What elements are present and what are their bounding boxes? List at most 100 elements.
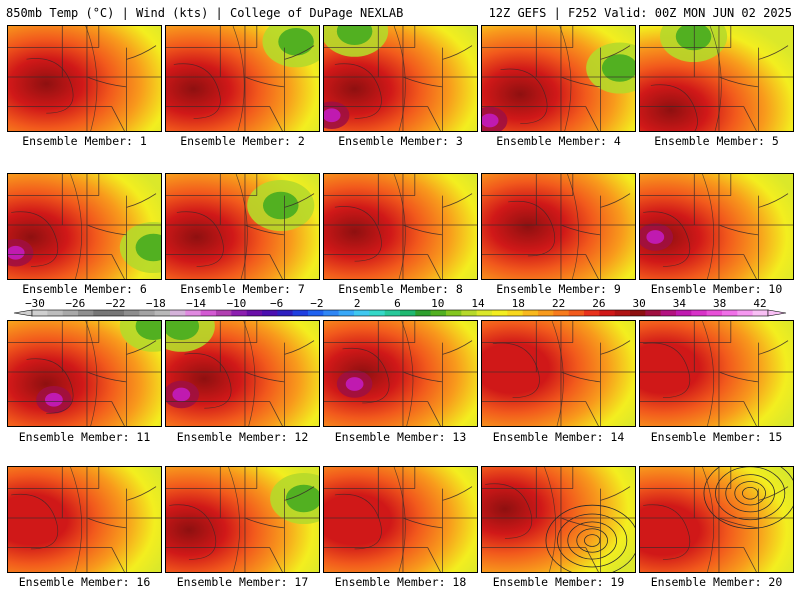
colorbar-segment — [47, 310, 63, 316]
colorbar-tick-label: 14 — [471, 297, 485, 310]
ensemble-member-label: Ensemble Member: 16 — [18, 575, 151, 589]
colorbar-segment — [430, 310, 447, 316]
ensemble-member-map — [639, 25, 794, 132]
ensemble-member-label: Ensemble Member: 11 — [18, 430, 151, 444]
colorbar-segment — [292, 310, 309, 316]
colorbar-tick-label: 26 — [592, 297, 605, 310]
ensemble-member-label: Ensemble Member: 6 — [22, 282, 147, 296]
colorbar-tick-label: −30 — [25, 297, 45, 310]
colorbar-tick-label: 10 — [431, 297, 444, 310]
ensemble-member-map — [481, 466, 636, 573]
colorbar-segment — [139, 310, 155, 316]
colorbar-left-arrow — [13, 309, 33, 317]
colorbar-segment — [32, 310, 48, 316]
ensemble-member-label: Ensemble Member: 5 — [654, 134, 779, 148]
ensemble-member-map — [323, 173, 478, 280]
ensemble-member-label: Ensemble Member: 19 — [492, 575, 625, 589]
ensemble-member-label: Ensemble Member: 8 — [338, 282, 463, 296]
ensemble-member-label: Ensemble Member: 18 — [334, 575, 467, 589]
ensemble-member-label: Ensemble Member: 20 — [650, 575, 783, 589]
ensemble-member-label: Ensemble Member: 14 — [492, 430, 625, 444]
colorbar-segment — [737, 310, 753, 316]
ensemble-member-map — [323, 25, 478, 132]
colorbar-segment — [308, 310, 324, 316]
colorbar-tick-label: −14 — [186, 297, 206, 310]
ensemble-member-map — [165, 25, 320, 132]
colorbar-segment — [200, 310, 217, 316]
colorbar-segment — [476, 310, 493, 316]
colorbar-segment — [645, 310, 661, 316]
chart-header-right: 12Z GEFS | F252 Valid: 00Z MON JUN 02 20… — [488, 6, 792, 20]
colorbar-segment — [384, 310, 401, 316]
colorbar-segment — [338, 310, 355, 316]
ensemble-member-label: Ensemble Member: 12 — [176, 430, 309, 444]
colorbar-segment — [93, 310, 109, 316]
colorbar-tick-label: 2 — [354, 297, 361, 310]
colorbar-segment — [323, 310, 339, 316]
colorbar-segment — [415, 310, 431, 316]
ensemble-member-map — [481, 173, 636, 280]
colorbar-segment — [231, 310, 247, 316]
colorbar-segment — [630, 310, 646, 316]
colorbar-tick-label: 6 — [394, 297, 401, 310]
colorbar-segment — [691, 310, 707, 316]
colorbar-tick-label: −18 — [146, 297, 166, 310]
colorbar-segment — [78, 310, 94, 316]
colorbar-tick-label: −22 — [106, 297, 126, 310]
colorbar-segment — [538, 310, 554, 316]
ensemble-member-map — [7, 320, 162, 427]
ensemble-member-label: Ensemble Member: 13 — [334, 430, 467, 444]
colorbar-tick-label: 42 — [753, 297, 766, 310]
colorbar-segment — [170, 310, 186, 316]
ensemble-member-label: Ensemble Member: 7 — [180, 282, 305, 296]
colorbar-segment — [246, 310, 263, 316]
colorbar-segment — [584, 310, 600, 316]
colorbar-right-arrow — [767, 309, 787, 317]
colorbar-segment — [262, 310, 278, 316]
colorbar-segment — [660, 310, 677, 316]
ensemble-member-map — [481, 25, 636, 132]
colorbar-segment — [369, 310, 385, 316]
colorbar-segment — [400, 310, 416, 316]
colorbar-segment — [507, 310, 523, 316]
ensemble-member-label: Ensemble Member: 2 — [180, 134, 305, 148]
ensemble-member-label: Ensemble Member: 17 — [176, 575, 309, 589]
ensemble-member-map — [165, 173, 320, 280]
ensemble-member-map — [165, 320, 320, 427]
ensemble-member-map — [7, 466, 162, 573]
colorbar-segment — [568, 310, 585, 316]
ensemble-member-map — [639, 466, 794, 573]
colorbar-segment — [676, 310, 692, 316]
colorbar-segment — [216, 310, 232, 316]
colorbar-tick-label: 22 — [552, 297, 565, 310]
ensemble-member-map — [639, 173, 794, 280]
ensemble-member-label: Ensemble Member: 1 — [22, 134, 147, 148]
colorbar-tick-label: −26 — [65, 297, 85, 310]
ensemble-member-map — [481, 320, 636, 427]
ensemble-member-label: Ensemble Member: 15 — [650, 430, 783, 444]
colorbar-segment — [614, 310, 631, 316]
temperature-colorbar: −30 −26 −22 −18 −14 −10 −6 −2 2 6 10 14 18 22 26 30 34 38… — [13, 297, 787, 317]
colorbar-segment — [492, 310, 508, 316]
colorbar-tick-label: −10 — [226, 297, 246, 310]
colorbar-segment — [124, 310, 140, 316]
colorbar-segment — [706, 310, 723, 316]
colorbar-segment — [62, 310, 79, 316]
colorbar-segment — [752, 310, 769, 316]
ensemble-member-label: Ensemble Member: 3 — [338, 134, 463, 148]
ensemble-member-map — [165, 466, 320, 573]
ensemble-member-map — [7, 173, 162, 280]
colorbar-tick-label: −2 — [310, 297, 323, 310]
colorbar-segment — [599, 310, 615, 316]
ensemble-member-map — [323, 466, 478, 573]
ensemble-member-label: Ensemble Member: 4 — [496, 134, 621, 148]
colorbar-segment — [553, 310, 569, 316]
colorbar-tick-label: −6 — [270, 297, 283, 310]
colorbar-segment — [277, 310, 293, 316]
colorbar-segment — [354, 310, 370, 316]
colorbar-segment — [722, 310, 738, 316]
colorbar-tick-label: 38 — [713, 297, 726, 310]
colorbar-tick-label: 30 — [633, 297, 646, 310]
ensemble-member-label: Ensemble Member: 10 — [650, 282, 783, 296]
colorbar-segment — [446, 310, 462, 316]
